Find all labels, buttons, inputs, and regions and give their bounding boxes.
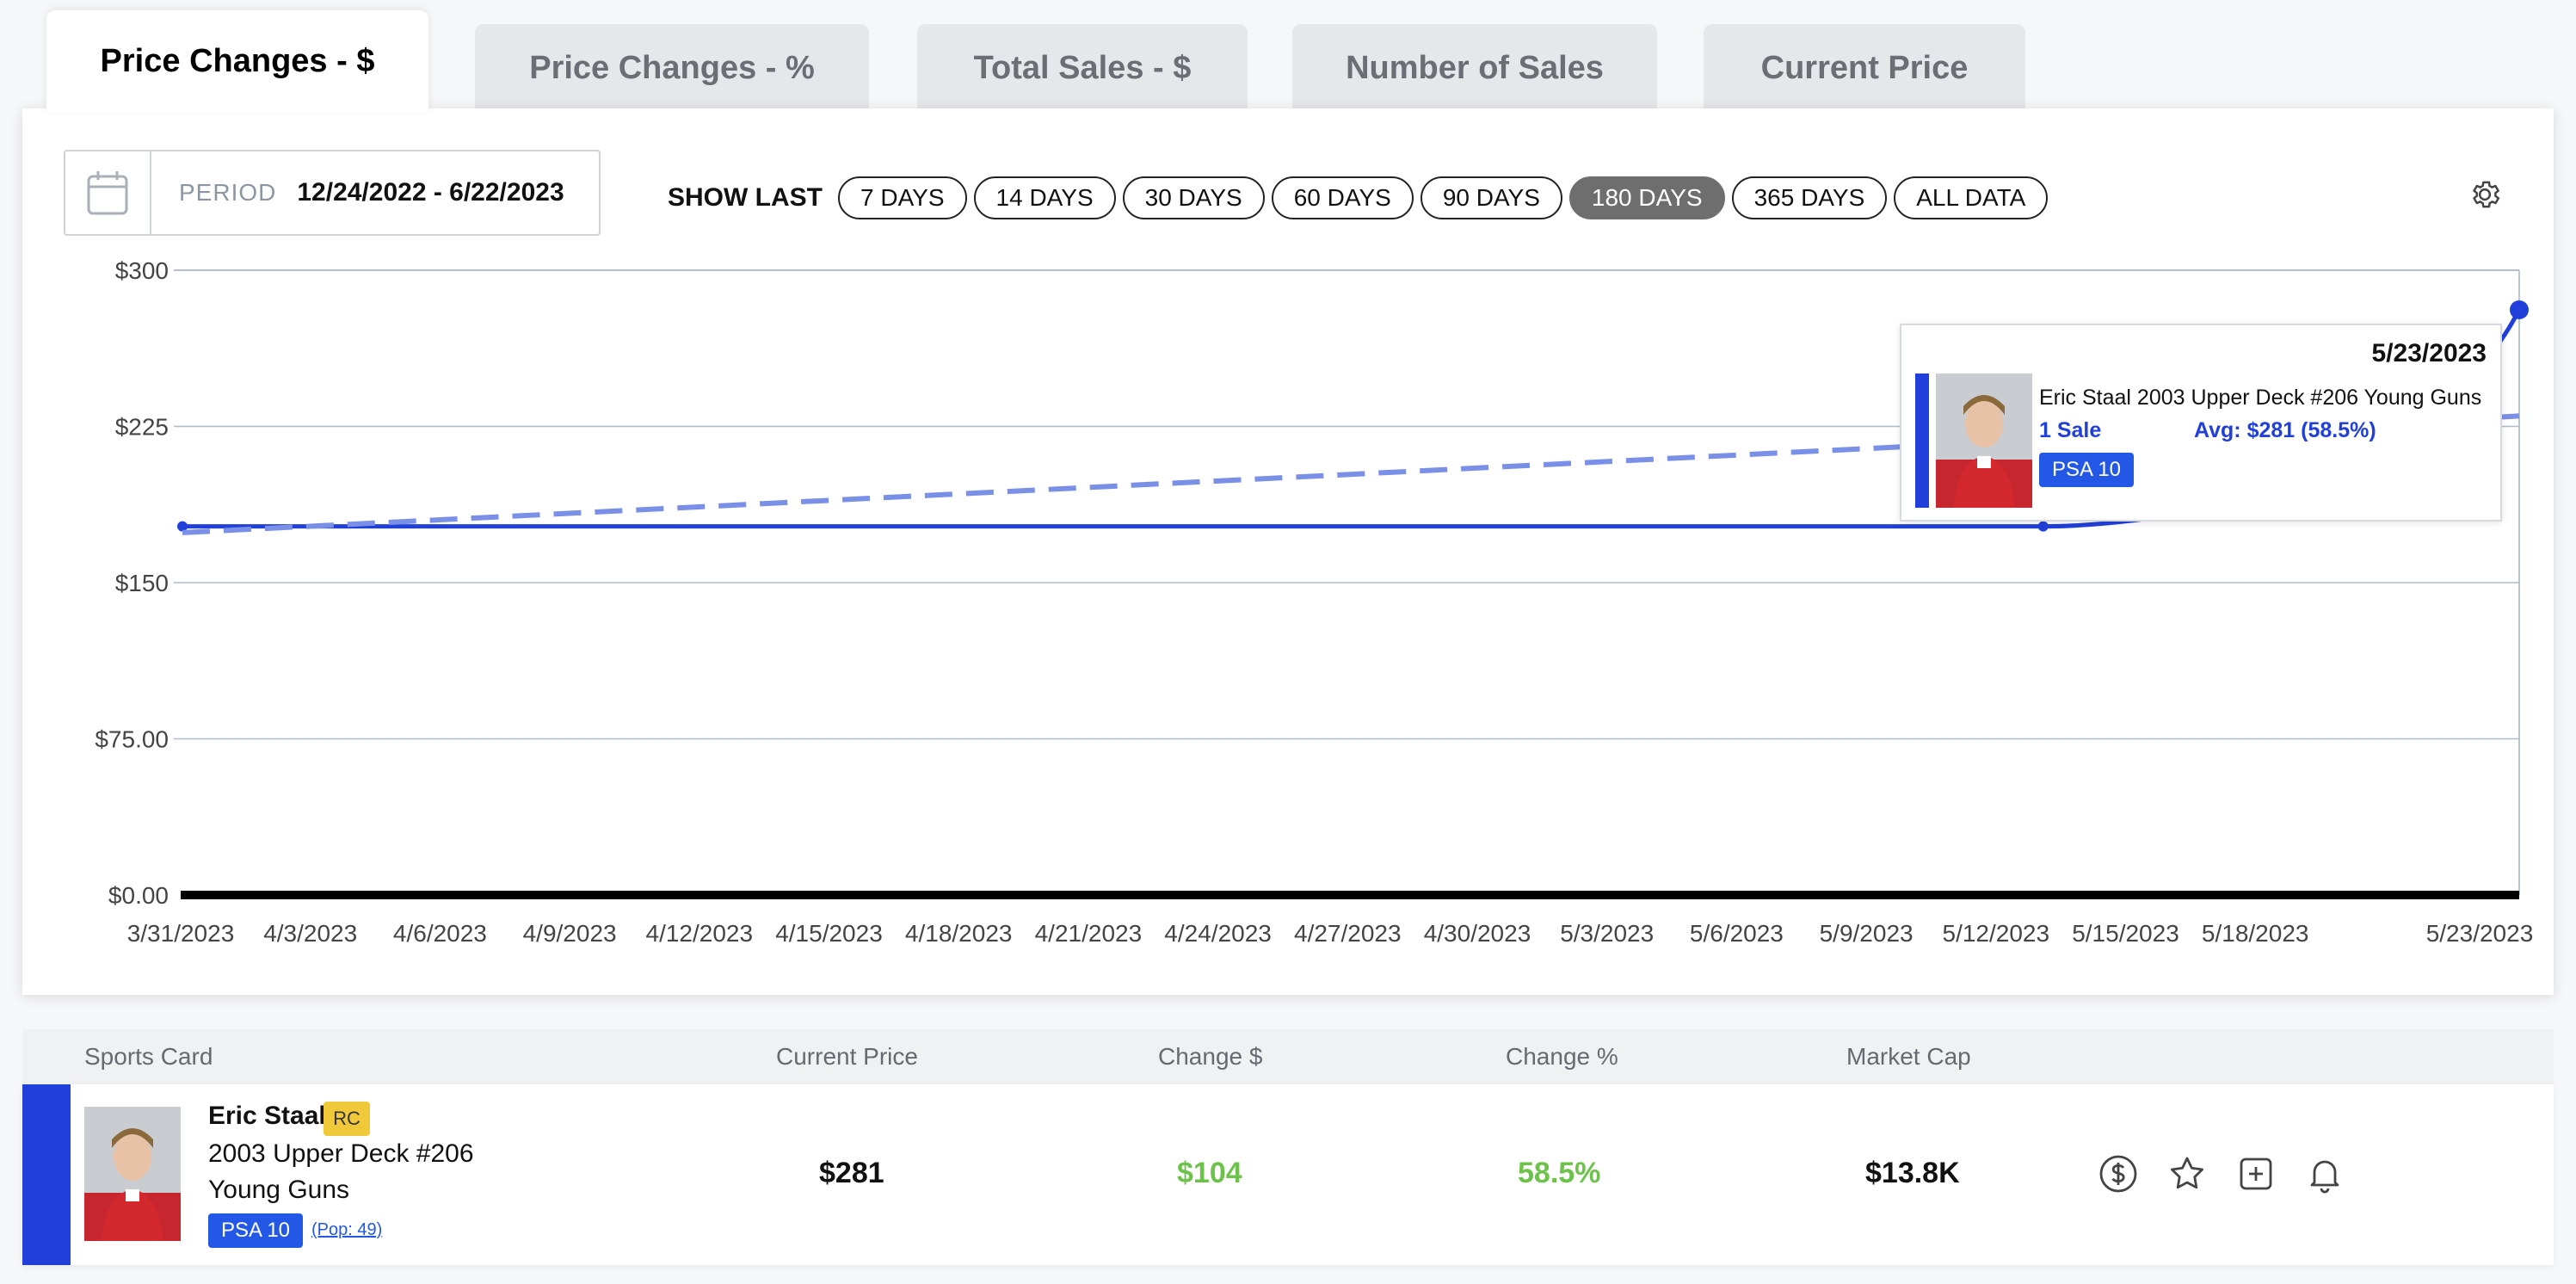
change-usd-value: $104 xyxy=(1177,1157,1242,1189)
y-tick-label: $225 xyxy=(115,414,169,441)
data-point xyxy=(2037,521,2049,532)
row-accent-bar xyxy=(22,1084,71,1265)
grade-badge: PSA 10 xyxy=(208,1213,303,1248)
dollar-circle-icon[interactable] xyxy=(2098,1153,2139,1194)
bell-icon[interactable] xyxy=(2304,1153,2345,1194)
x-tick-label: 5/12/2023 xyxy=(1943,920,2050,947)
x-tick-label: 5/15/2023 xyxy=(2072,920,2179,947)
card-subset: Young Guns xyxy=(208,1176,350,1204)
tooltip-average: Avg: $281 (58.5%) xyxy=(2194,418,2376,442)
tooltip-grade-badge: PSA 10 xyxy=(2039,453,2134,487)
period-label: PERIOD xyxy=(179,179,277,206)
period-picker[interactable]: PERIOD 12/24/2022 - 6/22/2023 xyxy=(64,150,601,236)
y-tick-label: $75.00 xyxy=(95,726,169,753)
chart-tooltip: 5/23/2023 Eric Staal 2003 Upper Deck #20… xyxy=(1900,324,2502,522)
range-365-days[interactable]: 365 DAYS xyxy=(1731,176,1888,219)
tab-current-price[interactable]: Current Price xyxy=(1704,24,2025,112)
y-tick-label: $150 xyxy=(115,570,169,596)
range-180-days[interactable]: 180 DAYS xyxy=(1568,176,1725,219)
card-thumbnail xyxy=(1936,373,2032,508)
x-tick-label: 5/6/2023 xyxy=(1690,920,1784,947)
show-last-label: SHOW LAST xyxy=(668,183,823,212)
add-square-icon[interactable] xyxy=(2235,1153,2277,1194)
data-point xyxy=(2510,299,2529,319)
x-tick-label: 4/18/2023 xyxy=(905,920,1013,947)
range-90-days[interactable]: 90 DAYS xyxy=(1420,176,1562,219)
tooltip-date: 5/23/2023 xyxy=(2371,339,2487,367)
tab-price-changes-pct[interactable]: Price Changes - % xyxy=(475,24,869,112)
rookie-badge: RC xyxy=(324,1102,370,1136)
header-change-pct: Change % xyxy=(1506,1043,1618,1070)
x-tick-label: 5/9/2023 xyxy=(1820,920,1914,947)
range-30-days[interactable]: 30 DAYS xyxy=(1122,176,1265,219)
calendar-icon[interactable] xyxy=(65,151,151,234)
x-tick-label: 4/21/2023 xyxy=(1035,920,1143,947)
period-value[interactable]: 12/24/2022 - 6/22/2023 xyxy=(297,178,564,207)
card-thumbnail[interactable] xyxy=(84,1107,181,1241)
tooltip-card-name: Eric Staal 2003 Upper Deck #206 Young Gu… xyxy=(2039,386,2482,410)
x-tick-label: 4/12/2023 xyxy=(646,920,754,947)
current-price-value: $281 xyxy=(819,1157,884,1189)
gear-icon[interactable] xyxy=(2468,177,2502,212)
tab-price-changes-usd[interactable]: Price Changes - $ xyxy=(46,10,428,112)
x-tick-label: 4/27/2023 xyxy=(1294,920,1402,947)
population-link[interactable]: (Pop: 49) xyxy=(311,1220,383,1239)
x-tick-label: 4/30/2023 xyxy=(1424,920,1531,947)
range-60-days[interactable]: 60 DAYS xyxy=(1271,176,1414,219)
x-tick-label: 5/3/2023 xyxy=(1560,920,1654,947)
header-market-cap: Market Cap xyxy=(1846,1043,1971,1070)
header-current-price: Current Price xyxy=(776,1043,918,1070)
star-icon[interactable] xyxy=(2166,1153,2208,1194)
header-change-usd: Change $ xyxy=(1158,1043,1263,1070)
chart-card: $300 $225 $150 $75.00 $0.00 3/31/2023 4/3/2023… xyxy=(22,108,2554,995)
x-tick-label: 4/9/2023 xyxy=(523,920,617,947)
market-cap-value: $13.8K xyxy=(1865,1157,1960,1189)
x-tick-label: 5/23/2023 xyxy=(2426,920,2534,947)
table-row[interactable]: Eric Staal RC 2003 Upper Deck #206 Young… xyxy=(22,1084,2554,1265)
x-tick-label: 5/18/2023 xyxy=(2202,920,2309,947)
change-pct-value: 58.5% xyxy=(1518,1157,1601,1189)
y-tick-label: $0.00 xyxy=(108,882,169,909)
show-last-filter: SHOW LAST 7 DAYS 14 DAYS 30 DAYS 60 DAYS… xyxy=(668,176,2055,219)
x-tick-label: 4/15/2023 xyxy=(775,920,883,947)
x-tick-label: 4/6/2023 xyxy=(393,920,487,947)
y-tick-label: $300 xyxy=(115,257,169,284)
tab-total-sales[interactable]: Total Sales - $ xyxy=(917,24,1248,112)
x-tick-label: 4/3/2023 xyxy=(263,920,357,947)
card-set: 2003 Upper Deck #206 xyxy=(208,1139,474,1168)
range-all-data[interactable]: ALL DATA xyxy=(1894,176,2049,219)
data-point xyxy=(177,521,188,532)
player-name[interactable]: Eric Staal xyxy=(208,1102,326,1130)
tooltip-sales-count: 1 Sale xyxy=(2039,418,2102,442)
range-7-days[interactable]: 7 DAYS xyxy=(838,176,967,219)
range-14-days[interactable]: 14 DAYS xyxy=(973,176,1116,219)
header-sports-card: Sports Card xyxy=(84,1043,213,1070)
tooltip-accent-bar xyxy=(1915,373,1929,508)
tab-bar: Price Changes - $ Price Changes - % Tota… xyxy=(0,0,2576,112)
tab-number-of-sales[interactable]: Number of Sales xyxy=(1292,24,1657,112)
x-tick-label: 3/31/2023 xyxy=(127,920,235,947)
price-chart: $300 $225 $150 $75.00 $0.00 3/31/2023 4/3/2023… xyxy=(95,257,2534,947)
table-header: Sports Card Current Price Change $ Chang… xyxy=(22,1029,2554,1084)
x-tick-label: 4/24/2023 xyxy=(1164,920,1272,947)
